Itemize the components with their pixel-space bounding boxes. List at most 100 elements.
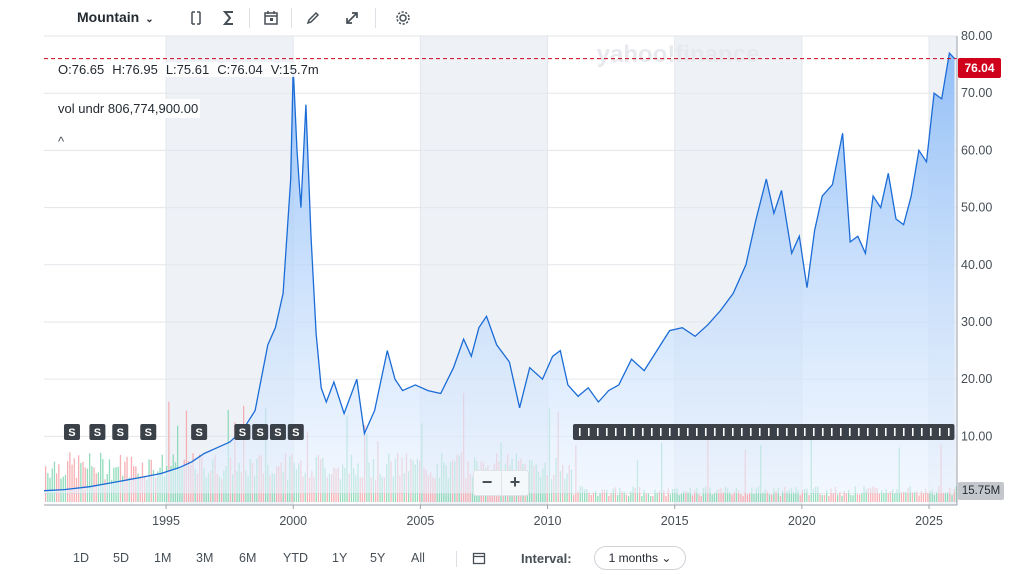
volume-bar-up xyxy=(100,452,102,502)
volume-bar-down xyxy=(839,492,841,502)
range-1y[interactable]: 1Y xyxy=(332,551,348,565)
volume-bar-down xyxy=(608,495,610,502)
range-6m[interactable]: 6M xyxy=(239,551,257,565)
volume-bar-up xyxy=(735,487,738,502)
range-ytd[interactable]: YTD xyxy=(283,551,308,565)
volume-bar-up xyxy=(177,425,179,502)
volume-bar-up xyxy=(53,461,56,502)
volume-bar-down xyxy=(925,488,927,502)
collapse-icon[interactable]: ^ xyxy=(58,134,65,149)
volume-bar-up xyxy=(854,486,856,502)
volume-bar-down xyxy=(588,492,590,502)
event-marker xyxy=(704,428,707,436)
event-marker xyxy=(641,428,644,436)
volume-bar-down xyxy=(658,490,661,502)
volume-bar-up xyxy=(764,489,766,502)
volume-bar-down xyxy=(953,488,955,502)
volume-bar-down xyxy=(573,494,575,502)
volume-bar-up xyxy=(678,495,680,502)
pencil-icon[interactable] xyxy=(303,8,323,28)
volume-bar-up xyxy=(804,488,806,502)
volume-bar-up xyxy=(656,492,658,502)
volume-bar-up xyxy=(47,473,49,502)
high-value: H:76.95 xyxy=(112,62,158,77)
volume-bar-down xyxy=(832,493,834,502)
volume-bar-down xyxy=(872,486,874,502)
volume-bar-down xyxy=(722,492,724,502)
indicator-icon[interactable] xyxy=(186,8,206,28)
volume-bar-up xyxy=(790,488,793,502)
event-marker xyxy=(587,428,590,436)
volume-bar-down xyxy=(590,494,592,502)
volume-bar-down xyxy=(694,490,696,502)
interval-dropdown[interactable]: 1 months ⌄ xyxy=(594,546,686,570)
event-marker xyxy=(713,428,716,436)
zoom-out-button[interactable]: − xyxy=(481,472,493,492)
event-marker xyxy=(902,428,905,436)
volume-bar-down xyxy=(84,467,86,502)
volume-bar-up xyxy=(597,495,599,502)
volume-bar-down xyxy=(887,492,889,502)
volume-bar-up xyxy=(951,494,953,502)
volume-bar-up xyxy=(883,493,885,502)
volume-bar-down xyxy=(819,494,821,502)
event-marker xyxy=(929,428,932,436)
volume-bar-down xyxy=(870,488,872,502)
range-3m[interactable]: 3M xyxy=(196,551,214,565)
x-tick-label: 1995 xyxy=(152,514,180,528)
split-marker xyxy=(89,424,106,440)
volume-bar-down xyxy=(784,486,786,502)
volume-bar-down xyxy=(766,490,768,502)
event-marker xyxy=(614,428,617,436)
volume-bar-up xyxy=(841,495,843,502)
volume-bar-down xyxy=(779,495,782,502)
volume-bar-up xyxy=(757,486,760,502)
volume-value: V:15.7m xyxy=(270,62,319,77)
range-5d[interactable]: 5D xyxy=(113,551,129,565)
split-marker-label: S xyxy=(117,427,124,439)
event-marker xyxy=(857,428,860,436)
event-marker xyxy=(605,428,608,436)
volume-bar-up xyxy=(861,493,863,502)
volume-bar-up xyxy=(650,495,652,502)
event-marker xyxy=(947,428,950,436)
chart-type-dropdown[interactable]: Mountain ⌄ xyxy=(77,9,154,25)
volume-bar-up xyxy=(782,490,784,502)
range-all[interactable]: All xyxy=(411,551,425,565)
range-divider xyxy=(456,551,457,567)
sigma-icon[interactable] xyxy=(219,8,239,28)
volume-bar-up xyxy=(837,494,839,502)
expand-icon[interactable] xyxy=(342,8,362,28)
volume-bar-down xyxy=(746,494,749,502)
volume-bar-down xyxy=(927,492,929,502)
event-marker xyxy=(650,428,653,436)
volume-bar-down xyxy=(749,492,751,502)
event-marker xyxy=(830,428,833,436)
interval-label: Interval: xyxy=(521,551,572,566)
volume-label: vol undr xyxy=(58,101,105,116)
volume-tag: 15.75M xyxy=(958,482,1004,500)
range-1d[interactable]: 1D xyxy=(73,551,89,565)
range-5y[interactable]: 5Y xyxy=(370,551,386,565)
range-1m[interactable]: 1M xyxy=(154,551,172,565)
zoom-in-button[interactable]: + xyxy=(501,471,528,495)
volume-bar-up xyxy=(892,489,894,502)
volume-bar-down xyxy=(876,488,878,502)
volume-bar-down xyxy=(685,491,687,502)
volume-bar-down xyxy=(907,487,909,502)
chart-toolbar: Mountain ⌄ xyxy=(0,0,1024,36)
volume-bar-up xyxy=(91,466,93,502)
volume-indicator-box[interactable]: vol undr 806,774,900.00 xyxy=(56,99,201,118)
volume-bar-up xyxy=(647,493,650,502)
volume-bar-down xyxy=(733,491,735,502)
last-price-tag: 76.04 xyxy=(958,58,1001,78)
event-marker xyxy=(776,428,779,436)
volume-bar-up xyxy=(812,488,815,502)
volume-bar-down xyxy=(874,487,876,502)
calendar-icon[interactable] xyxy=(261,8,281,28)
date-range-calendar-icon[interactable] xyxy=(472,551,486,565)
volume-bar-up xyxy=(806,488,808,502)
gear-icon[interactable] xyxy=(393,8,413,28)
y-tick-label: 40.00 xyxy=(961,258,992,272)
